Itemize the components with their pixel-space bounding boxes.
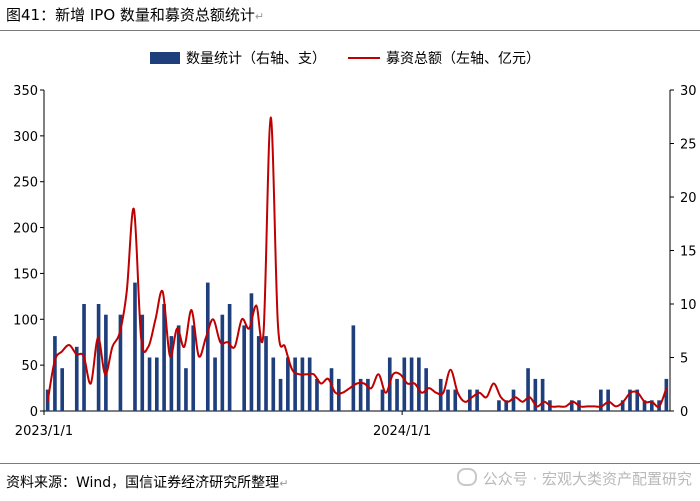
- bar: [526, 368, 530, 411]
- right-tick-label: 5: [680, 352, 688, 367]
- bar: [96, 304, 101, 411]
- bar: [133, 282, 137, 411]
- bar: [642, 400, 647, 411]
- bar: [329, 368, 334, 411]
- title-divider: [0, 30, 700, 31]
- bar: [53, 336, 57, 411]
- right-tick-label: 30: [680, 84, 697, 99]
- bar: [380, 389, 385, 411]
- bar: [74, 346, 79, 411]
- source-note: 资料来源：Wind，国信证券经济研究所整理↵: [6, 475, 289, 491]
- bar: [293, 357, 297, 411]
- bar: [351, 325, 356, 411]
- left-tick-label: 150: [13, 267, 38, 282]
- line-series: [46, 116, 668, 408]
- bar: [533, 378, 538, 411]
- chart: 数量统计（右轴、支） 募资总额（左轴、亿元） 05010015020025030…: [13, 51, 696, 439]
- left-tick-label: 250: [13, 176, 38, 191]
- left-tick-label: 350: [13, 84, 38, 99]
- bar: [147, 357, 152, 411]
- bar: [504, 400, 509, 411]
- left-tick-label: 200: [13, 222, 38, 237]
- x-tick-label: 2024/1/1: [373, 424, 431, 439]
- bar: [620, 400, 625, 411]
- left-tick-label: 300: [13, 130, 38, 145]
- bar: [395, 378, 399, 411]
- left-tick-label: 100: [13, 313, 38, 328]
- bar: [300, 357, 305, 411]
- bar: [249, 293, 254, 411]
- axes: 0 50 100 150 200 250 300 350 0 5 10 15 20 25 30 2023/1/…: [13, 84, 696, 439]
- bar: [271, 357, 276, 411]
- fundraising-line: [46, 116, 668, 408]
- bar: [169, 336, 174, 411]
- left-tick-label: 0: [30, 405, 38, 420]
- legend-bar-swatch: [150, 52, 180, 64]
- bar: [307, 357, 312, 411]
- bar: [628, 389, 632, 411]
- right-tick-label: 10: [680, 298, 697, 313]
- bar: [453, 389, 458, 411]
- bar: [446, 389, 450, 411]
- right-tick-label: 0: [680, 405, 688, 420]
- figure-title: 图41：新增 IPO 数量和募资总额统计↵: [6, 6, 265, 24]
- right-tick-label: 25: [680, 138, 697, 153]
- bar: [606, 389, 610, 411]
- bar: [220, 314, 225, 411]
- bar: [205, 282, 210, 411]
- bar: [475, 389, 479, 411]
- bar: [402, 357, 407, 411]
- bar: [176, 325, 181, 411]
- bar: [511, 389, 516, 411]
- bar: [118, 314, 123, 411]
- bar: [140, 314, 145, 411]
- x-tick-label: 2023/1/1: [15, 424, 73, 439]
- legend: 数量统计（右轴、支） 募资总额（左轴、亿元）: [150, 51, 540, 67]
- bar: [60, 368, 65, 411]
- bar: [191, 325, 196, 411]
- bar: [213, 357, 217, 411]
- bar: [358, 378, 363, 411]
- bar: [242, 325, 246, 411]
- bar: [599, 389, 603, 411]
- legend-bar-label: 数量统计（右轴、支）: [186, 51, 326, 67]
- source-divider: [0, 463, 700, 464]
- right-tick-label: 15: [680, 245, 697, 260]
- bar: [417, 357, 421, 411]
- bar: [540, 378, 545, 411]
- bar: [256, 336, 261, 411]
- bar: [227, 304, 232, 411]
- bar: [664, 378, 669, 411]
- bar: [497, 400, 501, 411]
- bar: [315, 378, 319, 411]
- bar: [264, 336, 268, 411]
- bar: [286, 357, 290, 411]
- bar: [649, 400, 654, 411]
- bar: [278, 378, 283, 411]
- bar: [104, 314, 108, 411]
- bar: [155, 357, 159, 411]
- left-tick-label: 50: [21, 359, 38, 374]
- bar: [162, 304, 166, 411]
- watermark: 公众号 · 宏观大类资产配置研究: [456, 468, 692, 489]
- bar: [184, 368, 188, 411]
- wechat-icon: [456, 468, 477, 486]
- bar: [635, 389, 640, 411]
- right-tick-label: 20: [680, 191, 697, 206]
- bar: [366, 378, 370, 411]
- legend-line-label: 募资总额（左轴、亿元）: [386, 51, 540, 67]
- bar: [336, 378, 341, 411]
- bar: [569, 400, 574, 411]
